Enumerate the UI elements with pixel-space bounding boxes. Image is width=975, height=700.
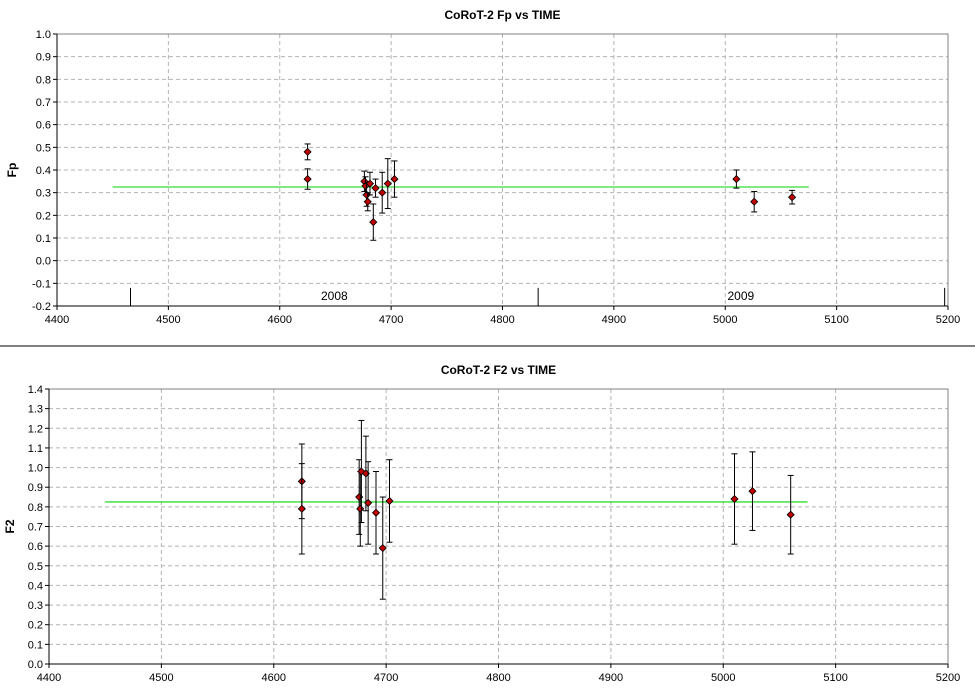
data-point <box>748 487 757 496</box>
y-tick-label: 1.4 <box>28 384 43 396</box>
y-tick-label: 0.6 <box>36 120 51 132</box>
data-point <box>750 197 759 206</box>
y-tick-label: 1.0 <box>28 463 43 475</box>
y-tick-label: 0.4 <box>36 165 51 177</box>
x-tick-label: 5000 <box>711 672 735 684</box>
chart-panel-fp: CoRoT-2 Fp vs TIME Fp 4400 4500 4600 4700 48… <box>5 8 960 326</box>
year-label: 2008 <box>321 289 348 303</box>
x-tick-label: 4400 <box>45 314 69 326</box>
data-point <box>378 544 387 553</box>
chart-title: CoRoT-2 F2 vs TIME <box>441 363 556 377</box>
data-point <box>385 496 394 506</box>
data-point <box>363 197 372 206</box>
x-tick-label: 5200 <box>936 672 960 684</box>
x-tick-label: 5200 <box>936 314 960 326</box>
x-tick-label: 4700 <box>379 314 403 326</box>
data-point <box>364 498 373 507</box>
y-tick-label: 0.2 <box>28 620 43 632</box>
data-point <box>383 179 392 188</box>
data-point <box>365 179 375 188</box>
y-tick-label: 0.9 <box>36 52 51 64</box>
y-tick-label: 0.5 <box>28 561 43 573</box>
data-point <box>788 193 797 202</box>
y-tick-label: 0.1 <box>36 233 51 245</box>
y-tick-label: 0.3 <box>36 188 51 200</box>
year-label: 2009 <box>727 289 754 303</box>
x-tick-label: 4900 <box>602 314 626 326</box>
y-tick-label: 0.9 <box>28 482 43 494</box>
data-point <box>303 147 312 156</box>
x-tick-label: 5100 <box>823 672 847 684</box>
data-point <box>356 504 365 513</box>
y-tick-label: 0.0 <box>28 659 43 671</box>
y-tick-label: 0.8 <box>36 74 51 86</box>
y-tick-label: -0.2 <box>32 301 51 313</box>
y-tick-label: 0.8 <box>28 502 43 514</box>
data-point <box>303 175 312 184</box>
y-tick-label: 0.1 <box>28 639 43 651</box>
x-tick-label: 4900 <box>599 672 623 684</box>
x-tick-label: 4600 <box>268 314 292 326</box>
x-tick-label: 4500 <box>156 314 180 326</box>
x-tick-label: 4600 <box>262 672 286 684</box>
y-tick-label: 1.3 <box>28 404 43 416</box>
x-tick-label: 5000 <box>713 314 737 326</box>
y-tick-label: 0.6 <box>28 541 43 553</box>
data-point <box>378 188 387 197</box>
chart-panel-f2: CoRoT-2 F2 vs TIME F2 4400 4500 4600 4700 48… <box>3 363 960 684</box>
data-point <box>371 184 380 193</box>
x-tick-label: 4500 <box>149 672 173 684</box>
y-tick-label: 1.1 <box>28 443 43 455</box>
data-point <box>369 218 378 227</box>
data-point <box>371 508 381 517</box>
y-axis-label: Fp <box>5 163 19 178</box>
x-tick-label: 5100 <box>824 314 848 326</box>
data-point <box>390 175 399 184</box>
y-tick-label: 0.3 <box>28 600 43 612</box>
y-tick-label: 0.0 <box>36 256 51 268</box>
y-tick-label: 1.2 <box>28 423 43 435</box>
data-point <box>362 190 371 199</box>
x-tick-label: 4700 <box>374 672 398 684</box>
data-point <box>730 494 739 504</box>
y-tick-label: 0.2 <box>36 210 51 222</box>
data-point <box>786 510 795 519</box>
chart-title: CoRoT-2 Fp vs TIME <box>444 8 560 22</box>
y-tick-label: 0.5 <box>36 142 51 154</box>
y-axis-label: F2 <box>3 519 17 533</box>
y-tick-label: 0.7 <box>28 522 43 534</box>
x-tick-label: 4400 <box>37 672 61 684</box>
data-point <box>297 504 306 513</box>
data-point <box>732 175 741 184</box>
y-tick-label: 0.7 <box>36 97 51 109</box>
x-tick-label: 4800 <box>490 314 514 326</box>
x-tick-label: 4800 <box>486 672 510 684</box>
y-tick-label: 1.0 <box>36 29 51 41</box>
y-tick-label: 0.4 <box>28 580 43 592</box>
y-tick-label: -0.1 <box>32 278 51 290</box>
